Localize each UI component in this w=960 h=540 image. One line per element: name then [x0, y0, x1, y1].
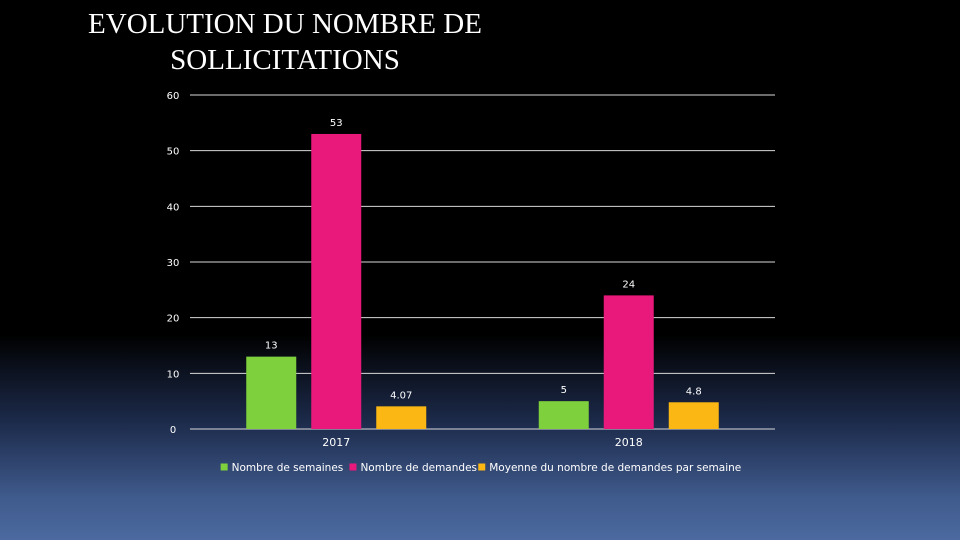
y-tick-label: 30 — [167, 258, 180, 269]
bar-value-label: 4.07 — [390, 390, 412, 401]
bars — [246, 133, 719, 429]
legend-swatch — [220, 463, 228, 471]
legend-swatch — [349, 463, 357, 471]
bar-value-label: 5 — [561, 385, 567, 396]
legend-label: Nombre de demandes — [360, 462, 477, 474]
y-tick-label: 0 — [170, 425, 176, 436]
bar — [376, 406, 427, 429]
x-tick-label: 2018 — [615, 436, 643, 449]
y-tick-label: 50 — [167, 147, 180, 158]
y-tick-label: 10 — [167, 369, 180, 380]
legend-label: Nombre de semaines — [232, 462, 344, 474]
bar-value-label: 13 — [265, 341, 278, 352]
legend: Nombre de semaines Nombre de demandes Moye… — [220, 462, 741, 474]
legend-label: Moyenne du nombre de demandes par semain… — [489, 462, 741, 474]
bar-value-label: 24 — [622, 279, 635, 290]
y-tick-label: 20 — [167, 314, 180, 325]
y-axis-ticks: 0 10 20 30 40 50 60 — [167, 91, 180, 436]
bar-value-label: 4.8 — [686, 386, 702, 397]
y-tick-label: 40 — [167, 202, 180, 213]
bar — [311, 133, 362, 429]
bar-data-labels: 13 53 4.07 5 24 4.8 — [265, 118, 702, 401]
legend-swatch — [478, 463, 486, 471]
bar-value-label: 53 — [330, 118, 343, 129]
bar — [538, 401, 589, 429]
bar — [668, 402, 719, 429]
x-tick-label: 2017 — [322, 436, 350, 449]
bar — [603, 295, 654, 429]
chart-title: EVOLUTION DU NOMBRE DE SOLLICITATIONS — [88, 8, 482, 76]
y-tick-label: 60 — [167, 91, 180, 102]
bar — [246, 356, 297, 429]
x-axis-ticks: 2017 2018 — [322, 436, 643, 449]
